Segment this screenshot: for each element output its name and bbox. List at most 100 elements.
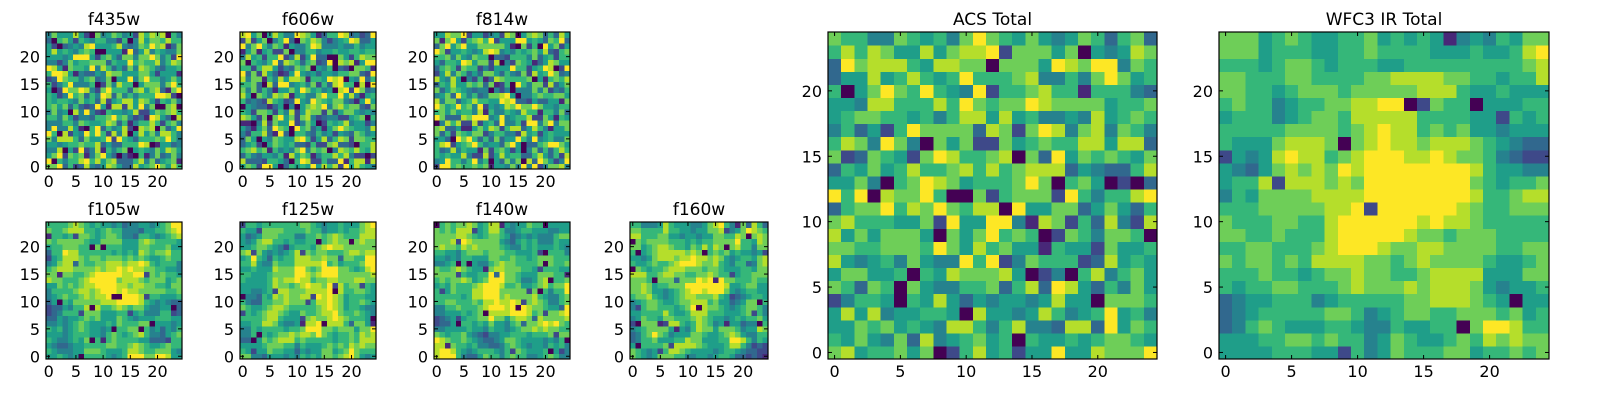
heatmap-cell <box>46 103 53 110</box>
heatmap-cell <box>316 309 323 316</box>
heatmap-cell <box>288 353 295 360</box>
heatmap-cell <box>56 287 63 294</box>
heatmap-cell <box>288 348 295 355</box>
heatmap-cell <box>84 81 91 88</box>
heatmap-cell <box>256 287 263 294</box>
heatmap-cell <box>531 320 538 327</box>
heatmap-cell <box>56 32 63 39</box>
heatmap-cell <box>646 320 653 327</box>
heatmap-cell <box>985 293 1000 308</box>
heatmap-cell <box>630 254 637 261</box>
heatmap-cell <box>521 260 528 267</box>
heatmap-cell <box>635 293 642 300</box>
axes-frame-f606w <box>239 31 377 170</box>
heatmap-cell <box>515 282 522 289</box>
heatmap-cell <box>510 130 517 137</box>
heatmap-cell <box>880 280 895 295</box>
heatmap-cell <box>294 125 301 132</box>
x-tick-label: 5 <box>459 172 469 191</box>
heatmap-cell <box>646 309 653 316</box>
heatmap-cell <box>652 265 659 272</box>
heatmap-cell <box>828 254 842 269</box>
heatmap-cell <box>946 241 961 255</box>
heatmap-cell <box>299 130 306 137</box>
heatmap-cell <box>531 293 538 300</box>
heatmap-cell <box>635 331 642 338</box>
heatmap-cell <box>73 75 80 82</box>
heatmap-cell <box>559 147 566 154</box>
heatmap-cell <box>444 64 451 71</box>
heatmap-cell <box>122 42 129 50</box>
heatmap-cell <box>499 108 506 115</box>
heatmap-cell <box>240 97 247 104</box>
heatmap-cell <box>526 249 533 256</box>
heatmap-cell <box>365 42 372 50</box>
heatmap-cell <box>466 249 473 256</box>
heatmap-cell <box>310 353 317 360</box>
heatmap-cell <box>283 315 290 322</box>
panel-title: f606w <box>282 10 334 30</box>
heatmap-cell <box>176 265 183 272</box>
x-tick-label: 10 <box>93 362 113 381</box>
heatmap-cell <box>548 287 555 294</box>
y-tick-label: 0 <box>224 157 234 176</box>
heatmap-cell <box>461 298 468 305</box>
heatmap-cell <box>67 304 74 311</box>
heatmap-cell <box>122 147 129 154</box>
heatmap-cell <box>450 243 457 250</box>
heatmap-cell <box>171 152 178 159</box>
heatmap-cell <box>176 114 183 121</box>
heatmap-cell <box>310 152 317 159</box>
heatmap-cell <box>332 152 339 159</box>
heatmap-cell <box>1130 306 1145 321</box>
heatmap-cell <box>959 241 974 255</box>
heatmap-cell <box>143 37 150 44</box>
heatmap-cell <box>256 163 263 170</box>
heatmap-cell <box>663 276 670 283</box>
heatmap-cell <box>723 326 730 333</box>
heatmap-cell <box>461 227 468 234</box>
heatmap-cell <box>343 271 350 278</box>
heatmap-cell <box>138 287 145 294</box>
heatmap-cell <box>510 298 517 305</box>
heatmap-cell <box>46 37 53 44</box>
heatmap-cell <box>370 119 377 126</box>
heatmap-cell <box>906 254 921 269</box>
heatmap-cell <box>105 342 112 349</box>
heatmap-cell <box>712 337 719 344</box>
heatmap-cell <box>685 249 692 256</box>
heatmap-cell <box>482 158 489 165</box>
heatmap-cell <box>867 267 882 282</box>
heatmap-cell <box>564 119 571 126</box>
heatmap-cell <box>542 119 549 126</box>
heatmap-cell <box>343 265 350 272</box>
heatmap-cell <box>143 293 150 300</box>
heatmap-cell <box>893 175 908 190</box>
heatmap-cell <box>537 136 544 143</box>
heatmap-cell <box>73 48 80 55</box>
heatmap-cell <box>84 37 91 44</box>
heatmap-cell <box>116 243 123 250</box>
heatmap-cell <box>652 337 659 344</box>
heatmap-cell <box>504 232 511 240</box>
y-tick-label: 0 <box>418 157 428 176</box>
heatmap-cell <box>841 215 855 229</box>
heatmap-cell <box>272 37 279 44</box>
heatmap-cell <box>515 293 522 300</box>
heatmap-cell <box>133 298 140 305</box>
heatmap-cell <box>160 70 167 77</box>
heatmap-cell <box>305 136 312 143</box>
heatmap-cell <box>100 282 107 289</box>
heatmap-cell <box>745 304 753 311</box>
heatmap-cell <box>493 342 500 349</box>
heatmap-cell <box>78 238 85 245</box>
heatmap-cell <box>283 130 290 137</box>
heatmap-cell <box>149 276 156 283</box>
heatmap-cell <box>641 320 648 327</box>
heatmap-cell <box>149 271 156 278</box>
heatmap-cell <box>51 342 58 349</box>
heatmap-cell <box>310 119 317 126</box>
heatmap-cell <box>444 298 451 305</box>
heatmap-cell <box>245 64 252 71</box>
heatmap-cell <box>337 53 344 60</box>
